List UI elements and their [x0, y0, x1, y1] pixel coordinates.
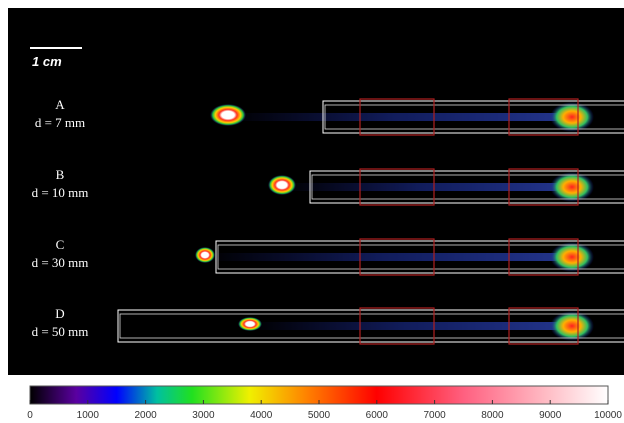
hot-end: [550, 172, 594, 202]
colorbar-tick-label: 2000: [134, 410, 157, 421]
trail: [282, 183, 560, 191]
colorbar-tick-label: 3000: [192, 410, 215, 421]
colorbar-tick-label: 9000: [539, 410, 562, 421]
glow: [210, 104, 246, 126]
trail: [205, 253, 560, 261]
scale-label: 1 cm: [32, 54, 62, 69]
trail: [228, 113, 560, 121]
colorbar-tick-label: 7000: [423, 410, 446, 421]
glow: [195, 247, 215, 263]
hot-end: [550, 102, 594, 132]
colorbar-tick-label: 6000: [366, 410, 389, 421]
sample-distance: d = 50 mm: [32, 324, 89, 339]
sample-distance: d = 7 mm: [35, 115, 85, 130]
colorbar-tick-label: 4000: [250, 410, 273, 421]
trail: [250, 322, 560, 330]
colorbar-tick-label: 1000: [77, 410, 100, 421]
colorbar-tick-label: 5000: [308, 410, 331, 421]
sample-distance: d = 30 mm: [32, 255, 89, 270]
glow: [268, 175, 296, 195]
figure: 1 cm Ad = 7 mm Bd = 10 mm Cd = 30 mm Dd = 5…: [0, 0, 624, 423]
glow: [238, 317, 262, 331]
sample-label: D: [55, 306, 64, 321]
hot-end: [550, 242, 594, 272]
colorbar-tick-label: 0: [27, 410, 33, 421]
colorbar-tick-label: 10000: [594, 410, 622, 421]
sample-label: A: [55, 97, 65, 112]
sample-label: B: [56, 167, 65, 182]
hot-end: [550, 311, 594, 341]
colorbar-tick-label: 8000: [481, 410, 504, 421]
image: [8, 8, 624, 375]
sample-label: C: [56, 237, 65, 252]
sample-distance: d = 10 mm: [32, 185, 89, 200]
